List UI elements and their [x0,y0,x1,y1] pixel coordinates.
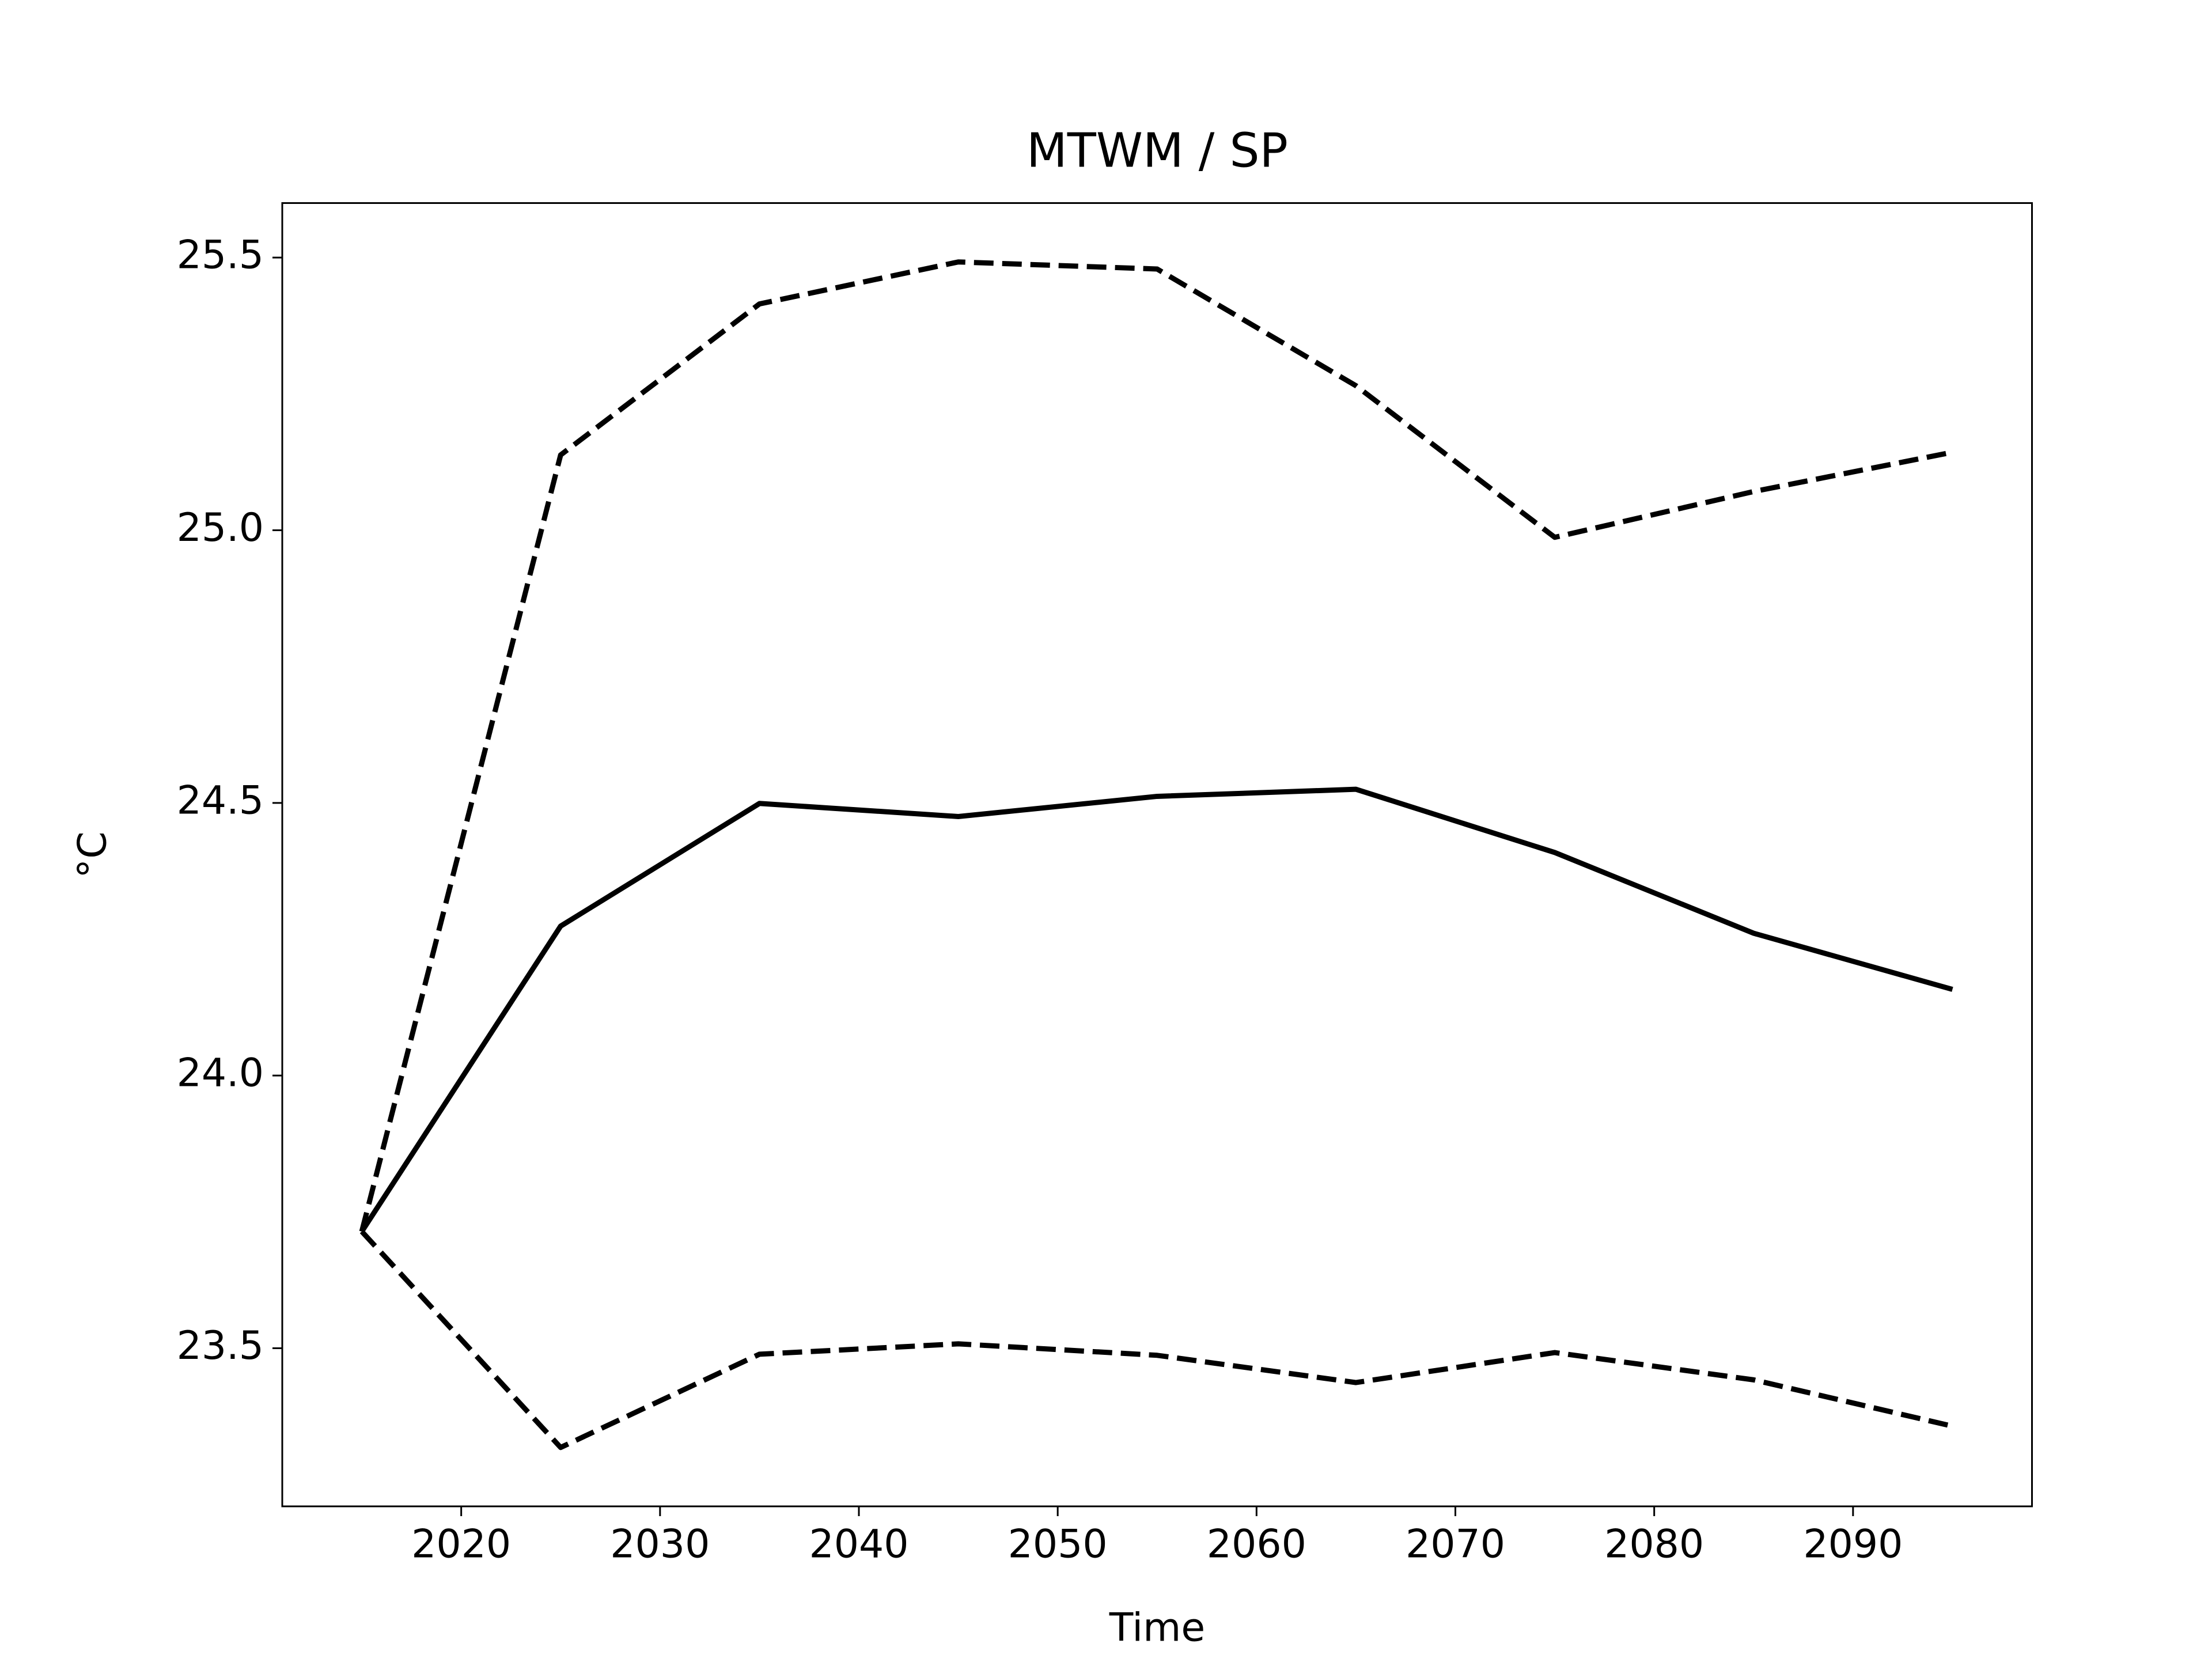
y-tick-label: 25.0 [177,505,264,551]
y-tick-label: 23.5 [177,1323,264,1369]
x-axis-label: Time [1109,1605,1205,1651]
y-tick-label: 24.5 [177,778,264,823]
x-tick-label: 2040 [809,1522,908,1567]
line-series [359,259,1953,1233]
y-tick-label: 25.5 [177,233,264,278]
x-tick-label: 2090 [1803,1522,1903,1567]
line-series [359,1229,1953,1450]
x-tick-label: 2030 [610,1522,710,1567]
x-tick-label: 2070 [1406,1522,1505,1567]
x-tick-label: 2050 [1008,1522,1108,1567]
line-series [359,786,1953,1233]
x-tick-label: 2020 [411,1522,511,1567]
y-tick-label: 24.0 [177,1051,264,1096]
x-tick-label: 2060 [1207,1522,1306,1567]
plot-frame [281,202,2033,1508]
chart-title: MTWM / SP [1027,123,1288,178]
y-axis-label: °C [70,831,116,878]
x-tick-label: 2080 [1604,1522,1704,1567]
